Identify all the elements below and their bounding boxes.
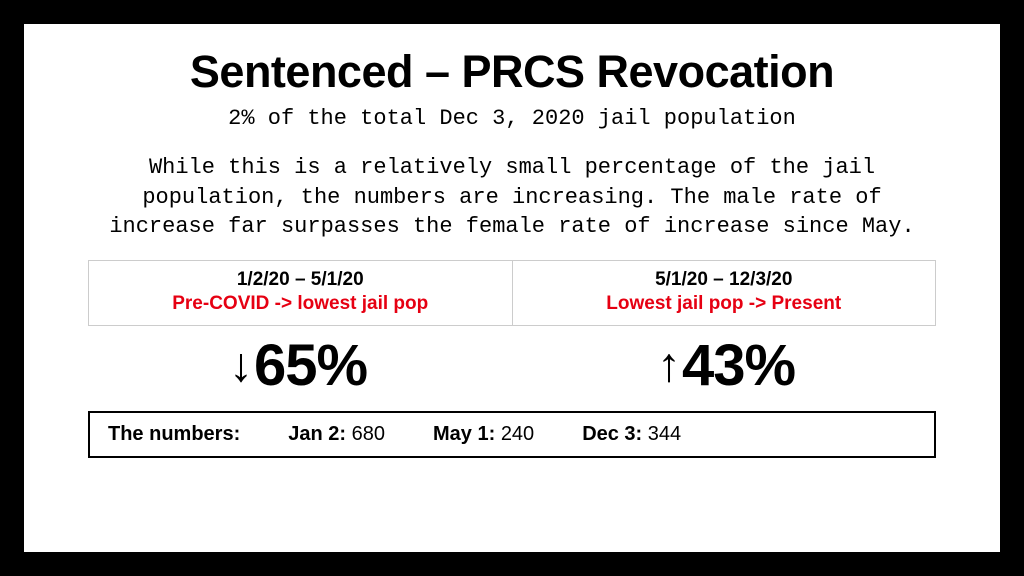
period-table: 1/2/20 – 5/1/20 Pre-COVID -> lowest jail…: [88, 260, 936, 326]
number-value: 344: [648, 423, 681, 445]
stat-value: 65%: [254, 332, 367, 399]
stat-increase: ↑43%: [512, 332, 940, 399]
stat-row: ↓65% ↑43%: [84, 332, 940, 399]
number-date: Dec 3:: [582, 423, 642, 445]
period-date-range: 5/1/20 – 12/3/20: [521, 269, 928, 291]
page-title: Sentenced – PRCS Revocation: [84, 46, 940, 98]
subtitle: 2% of the total Dec 3, 2020 jail populat…: [84, 106, 940, 131]
arrow-up-icon: ↑: [657, 342, 680, 390]
number-item: Jan 2: 680: [288, 423, 385, 446]
period-label: Lowest jail pop -> Present: [521, 293, 928, 315]
number-date: May 1:: [433, 423, 495, 445]
period-cell-post-covid: 5/1/20 – 12/3/20 Lowest jail pop -> Pres…: [513, 261, 936, 325]
arrow-down-icon: ↓: [229, 342, 252, 390]
number-date: Jan 2:: [288, 423, 346, 445]
period-cell-pre-covid: 1/2/20 – 5/1/20 Pre-COVID -> lowest jail…: [89, 261, 513, 325]
infographic-frame: Sentenced – PRCS Revocation 2% of the to…: [0, 0, 1024, 576]
number-value: 240: [501, 423, 534, 445]
numbers-bar: The numbers: Jan 2: 680 May 1: 240 Dec 3…: [88, 411, 936, 458]
period-date-range: 1/2/20 – 5/1/20: [97, 269, 504, 291]
stat-decrease: ↓65%: [84, 332, 512, 399]
number-item: Dec 3: 344: [582, 423, 681, 446]
number-item: May 1: 240: [433, 423, 534, 446]
numbers-label: The numbers:: [108, 423, 240, 446]
description-text: While this is a relatively small percent…: [84, 153, 940, 242]
period-label: Pre-COVID -> lowest jail pop: [97, 293, 504, 315]
stat-value: 43%: [682, 332, 795, 399]
number-value: 680: [352, 423, 385, 445]
